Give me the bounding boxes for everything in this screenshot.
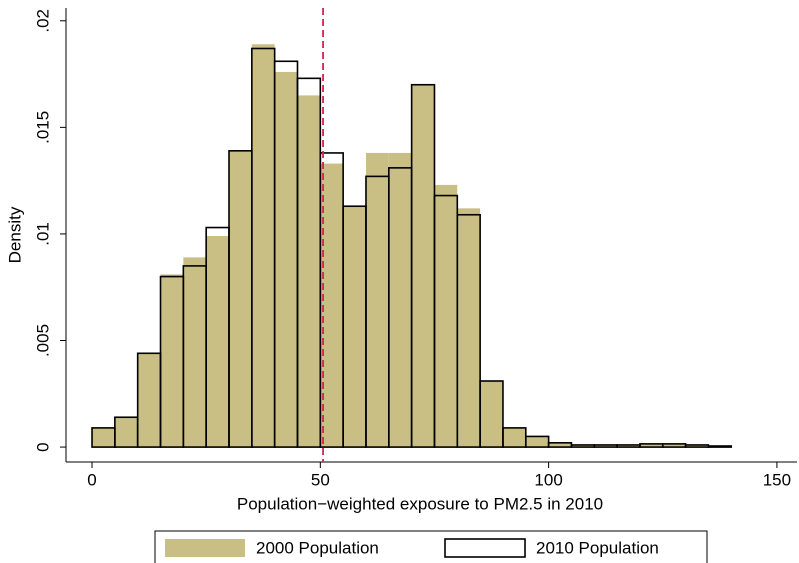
histogram-bar bbox=[456, 213, 481, 448]
histogram-bar bbox=[183, 257, 207, 448]
histogram-bar bbox=[502, 427, 526, 448]
histogram-bar bbox=[160, 274, 184, 448]
legend-swatch bbox=[165, 539, 245, 557]
histogram-bar bbox=[685, 444, 709, 448]
y-tick-label: .015 bbox=[33, 111, 52, 144]
y-axis-title: Density bbox=[5, 206, 24, 263]
histogram-bar bbox=[343, 206, 366, 448]
histogram-bar bbox=[524, 435, 550, 448]
histogram-bar bbox=[525, 436, 549, 448]
x-tick-label: 0 bbox=[87, 470, 96, 489]
y-tick-label: 0 bbox=[33, 442, 52, 451]
y-tick-label: .005 bbox=[33, 324, 52, 357]
histogram-bar bbox=[411, 84, 435, 448]
x-axis-title: Population−weighted exposure to PM2.5 in… bbox=[237, 494, 603, 513]
histogram-bar bbox=[388, 152, 412, 448]
histogram-bar bbox=[92, 427, 115, 448]
histogram-bar bbox=[297, 95, 321, 448]
legend-label: 2010 Population bbox=[536, 538, 659, 557]
histogram-bar bbox=[434, 184, 458, 448]
y-tick-label: .01 bbox=[33, 222, 52, 246]
histogram-bar bbox=[480, 381, 503, 448]
histogram-bar bbox=[571, 444, 595, 448]
histogram-bar bbox=[206, 236, 230, 448]
histogram-bar bbox=[137, 353, 161, 448]
histogram-bar bbox=[365, 152, 389, 448]
histogram-bar bbox=[594, 444, 618, 448]
histogram-bar bbox=[114, 417, 138, 448]
histogram-bar bbox=[251, 44, 275, 448]
histogram-bar bbox=[229, 150, 252, 448]
y-tick-label: .02 bbox=[33, 9, 52, 33]
x-tick-label: 50 bbox=[311, 470, 330, 489]
histogram-bar bbox=[662, 443, 686, 448]
histogram-bar bbox=[548, 442, 572, 448]
histogram-bar bbox=[320, 163, 344, 448]
histogram-bar bbox=[274, 71, 298, 448]
legend-swatch bbox=[444, 538, 526, 558]
x-tick-label: 100 bbox=[534, 470, 562, 489]
x-tick-label: 150 bbox=[763, 470, 791, 489]
legend bbox=[154, 530, 708, 563]
histogram-bar bbox=[617, 444, 640, 448]
histogram-bar bbox=[479, 380, 504, 448]
legend-label: 2000 Population bbox=[256, 538, 379, 557]
histogram-bar bbox=[457, 208, 481, 448]
histogram-bar bbox=[639, 443, 663, 448]
histogram-bar bbox=[707, 445, 733, 448]
